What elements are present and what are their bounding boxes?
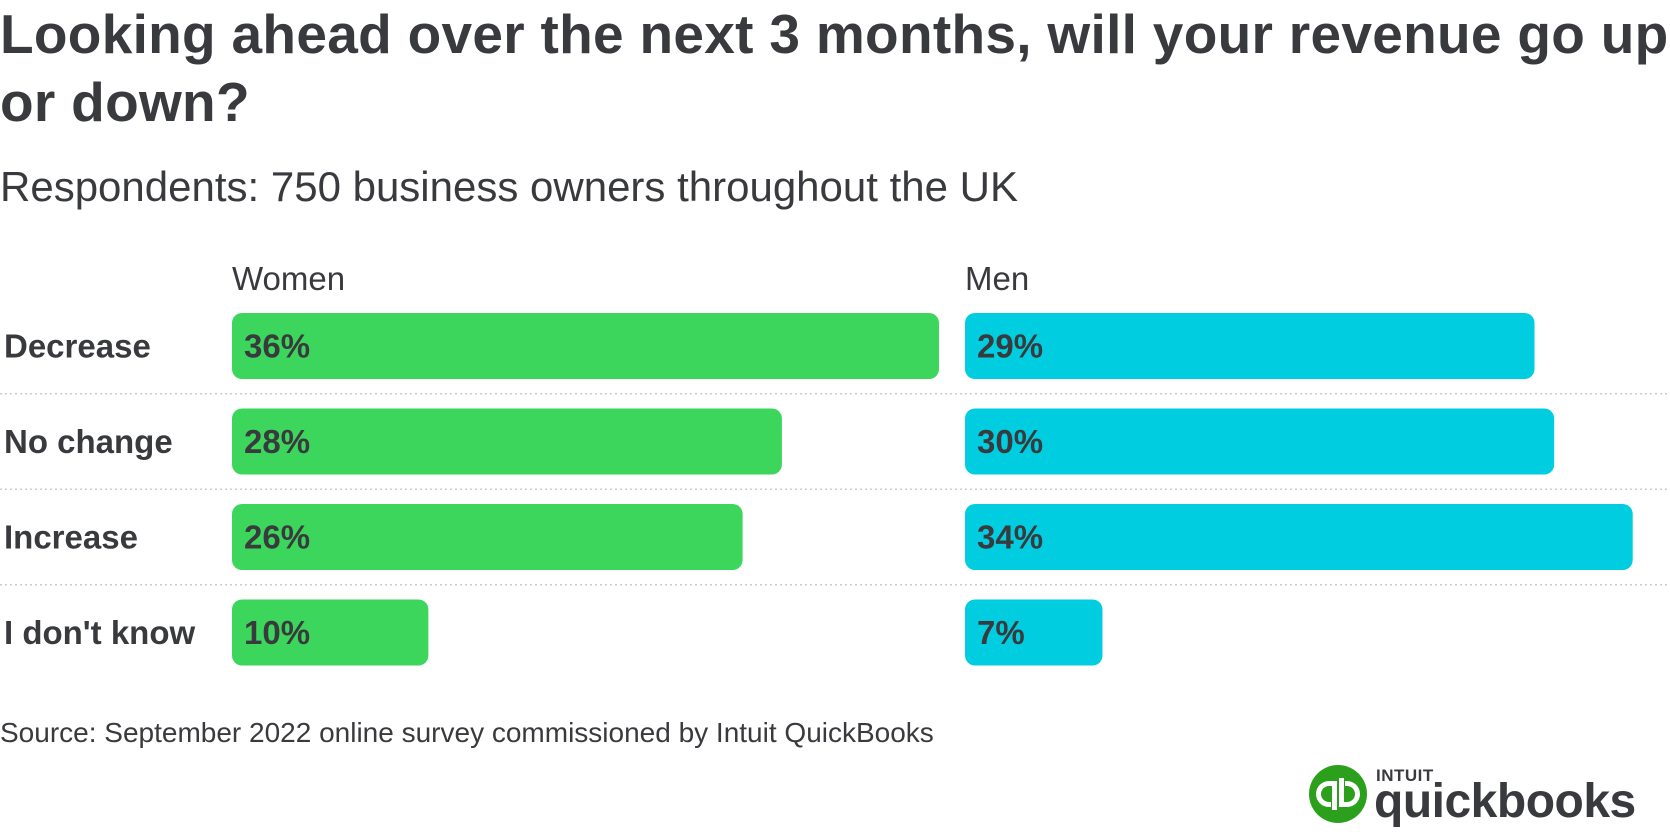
bar-men-0 [965, 313, 1535, 379]
category-label-1: No change [4, 423, 173, 460]
value-label-men-1: 30% [977, 423, 1043, 460]
chart-subtitle: Respondents: 750 business owners through… [0, 163, 1018, 210]
category-label-2: Increase [4, 519, 138, 556]
bar-women-0 [232, 313, 939, 379]
value-label-women-0: 36% [244, 328, 310, 365]
series-label-men: Men [965, 260, 1029, 297]
value-label-women-1: 28% [244, 423, 310, 460]
bar-men-2 [965, 504, 1633, 570]
bar-men-3 [965, 599, 1103, 666]
value-label-women-3: 10% [244, 614, 310, 651]
logo-brand-text: INTUIT [1376, 766, 1434, 785]
quickbooks-logo: INTUIT quickbooks [1308, 760, 1638, 832]
quickbooks-logo-icon [1309, 765, 1367, 823]
source-note: Source: September 2022 online survey com… [0, 717, 934, 748]
bar-men-1 [965, 408, 1555, 475]
bar-women-1 [232, 408, 782, 475]
value-label-women-2: 26% [244, 519, 310, 556]
category-label-3: I don't know [4, 614, 195, 651]
value-label-men-0: 29% [977, 328, 1043, 365]
category-label-0: Decrease [4, 328, 151, 365]
series-label-women: Women [232, 260, 345, 297]
logo-wordmark: quickbooks [1374, 775, 1636, 828]
value-label-men-2: 34% [977, 519, 1043, 556]
value-label-men-3: 7% [977, 614, 1025, 651]
chart-title: Looking ahead over the next 3 months, wi… [0, 3, 1669, 133]
bar-women-2 [232, 504, 743, 570]
bar-women-3 [232, 599, 429, 666]
